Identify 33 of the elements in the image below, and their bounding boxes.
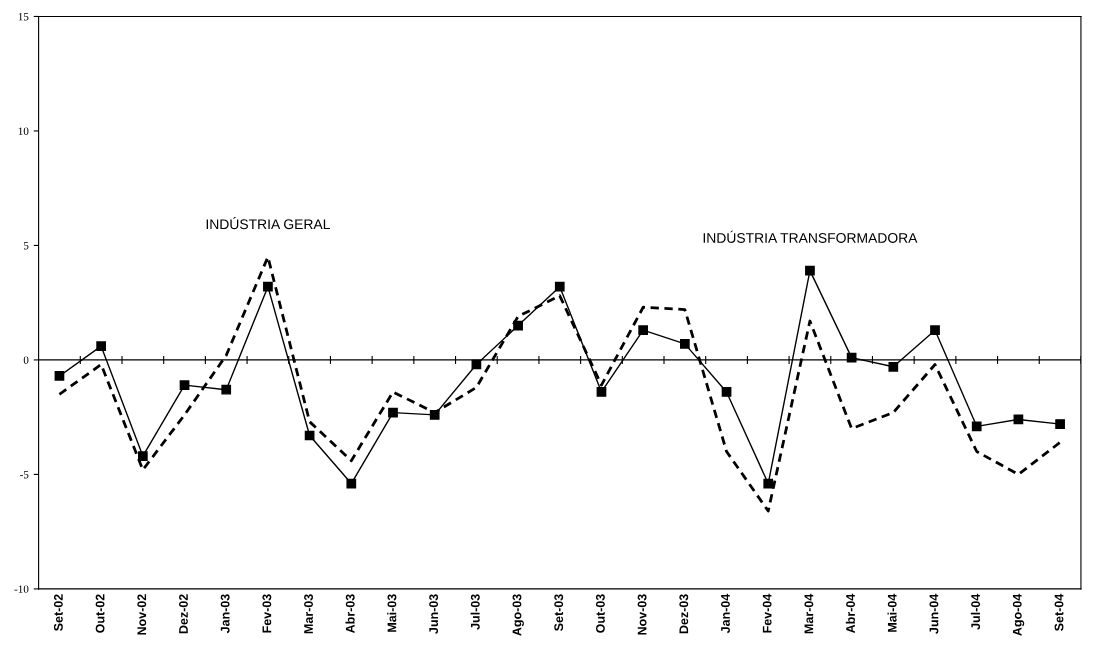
- x-tick-label: Mai-04: [887, 593, 897, 632]
- x-tick-label: Jun-04: [929, 593, 939, 634]
- x-tick-label: Jan-04: [721, 593, 730, 634]
- x-tick-label: Out-02: [95, 594, 105, 633]
- x-tick-label: Dez-02: [179, 594, 188, 634]
- text: INDÚSTRIA GERAL: [206, 216, 330, 230]
- y-tick-label: -5: [20, 471, 29, 479]
- x-tick-label: Nov-02: [137, 594, 147, 635]
- x-tick-label: Set-04: [1054, 593, 1064, 631]
- y-tick-label: -10: [14, 585, 29, 593]
- x-tick-label: Mar-04: [804, 593, 814, 634]
- y-tick-label: 15: [18, 12, 29, 21]
- x-tick-label: Abr-03: [345, 594, 355, 634]
- x-tick-label: Ago-03: [512, 594, 524, 636]
- x-tick-label: Ago-04: [1012, 593, 1025, 636]
- x-tick-label: Jul-03: [470, 594, 480, 630]
- x-tick-label: Nov-03: [637, 594, 647, 635]
- x-tick-label: Mai-03: [387, 594, 397, 632]
- x-tick-label: Set-03: [554, 594, 564, 631]
- y-tick-label: 0: [23, 356, 29, 364]
- y-tick-label: 10: [18, 127, 29, 135]
- x-tick-label: Jun-03: [429, 594, 439, 634]
- x-tick-label: Jul-04: [970, 593, 981, 630]
- y-tick-label: 5: [23, 242, 29, 250]
- x-tick-label: Fev-04: [762, 593, 772, 633]
- text: INDÚSTRIA TRANSFORMADORA: [703, 230, 918, 243]
- x-tick-label: Abr-04: [845, 593, 855, 634]
- x-tick-label: Out-03: [595, 594, 605, 633]
- x-tick-label: Fev-03: [262, 594, 272, 633]
- x-tick-label: Jan-03: [220, 594, 230, 634]
- x-tick-label: Dez-03: [679, 594, 689, 634]
- x-tick-label: Set-02: [53, 594, 63, 631]
- x-tick-label: Mar-03: [304, 594, 313, 634]
